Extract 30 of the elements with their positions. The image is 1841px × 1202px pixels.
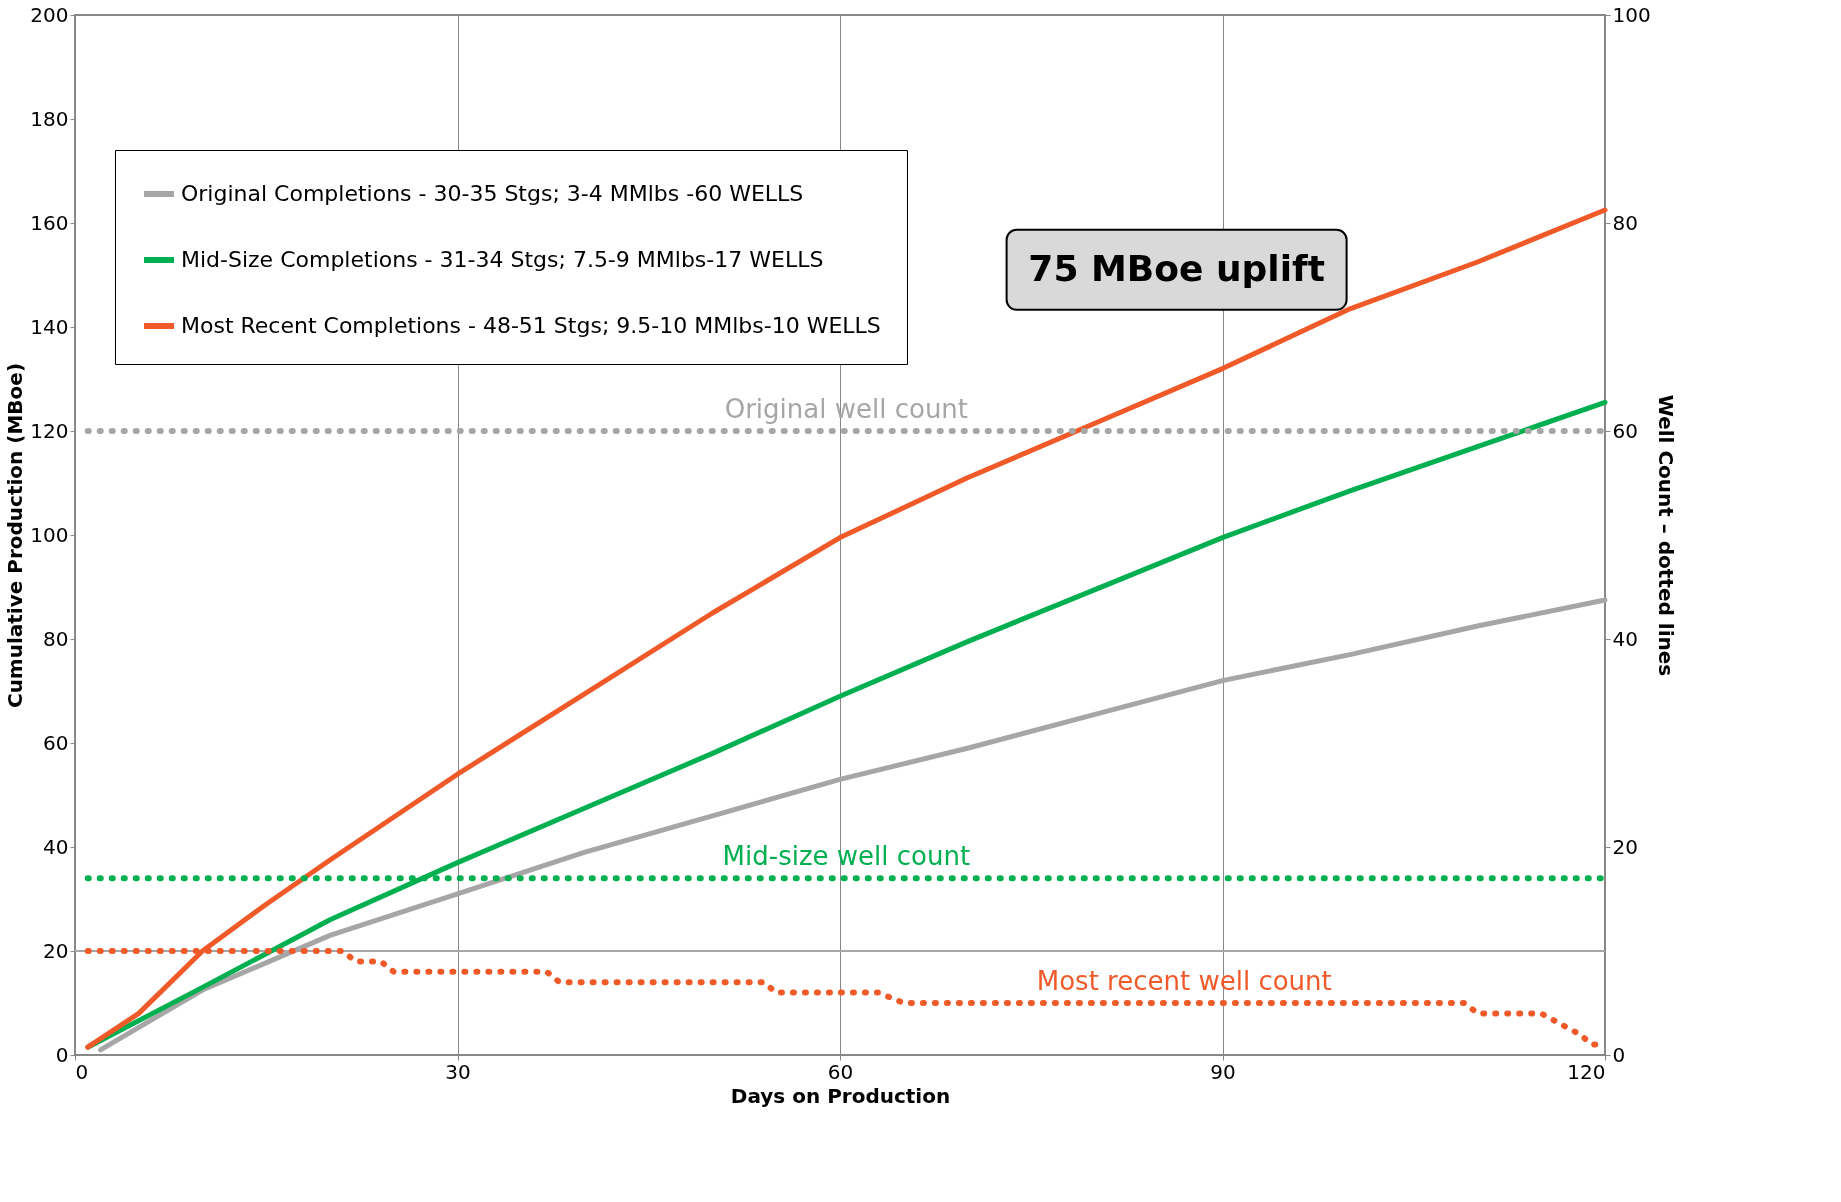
x-tick-label: 90: [1210, 1059, 1236, 1084]
legend-label: Mid-Size Completions - 31-34 Stgs; 7.5-9 MMlbs-17 WELLS: [181, 247, 824, 272]
y-tick-label: 80: [43, 626, 69, 651]
y2-tick-label: 80: [1612, 210, 1638, 235]
y-tick-label: 100: [30, 522, 69, 547]
y2-tick-label: 20: [1612, 834, 1638, 859]
y-axis-title: Cumulative Production (MBoe): [3, 362, 28, 709]
y2-tick-label: 100: [1612, 2, 1651, 27]
y-tick-label: 140: [30, 314, 69, 339]
x-axis-title: Days on Production: [730, 1083, 951, 1108]
x-tick-label: 120: [1567, 1059, 1606, 1084]
y2-tick-label: 60: [1612, 418, 1638, 443]
y-tick-label: 0: [55, 1042, 69, 1067]
annotation: 75 MBoe uplift: [1028, 247, 1325, 289]
y-tick-label: 40: [43, 834, 69, 859]
y-tick-label: 120: [30, 418, 69, 443]
y-tick-label: 180: [30, 106, 69, 131]
y2-tick-label: 0: [1612, 1042, 1626, 1067]
x-tick-label: 0: [75, 1059, 89, 1084]
y-tick-label: 200: [30, 2, 69, 27]
y-tick-label: 20: [43, 938, 69, 963]
x-tick-label: 60: [827, 1059, 854, 1084]
series-label: Mid-size well count: [722, 841, 971, 872]
legend-label: Most Recent Completions - 48-51 Stgs; 9.5-10 MMlbs-10 WELLS: [181, 313, 881, 338]
legend-label: Original Completions - 30-35 Stgs; 3-4 MMlbs -60 WELLS: [181, 181, 804, 206]
y-tick-label: 60: [43, 730, 69, 755]
y-tick-label: 160: [30, 210, 69, 235]
y2-axis-title: Well Count – dotted lines: [1653, 394, 1678, 677]
x-tick-label: 30: [445, 1059, 471, 1084]
y2-tick-label: 40: [1612, 626, 1638, 651]
